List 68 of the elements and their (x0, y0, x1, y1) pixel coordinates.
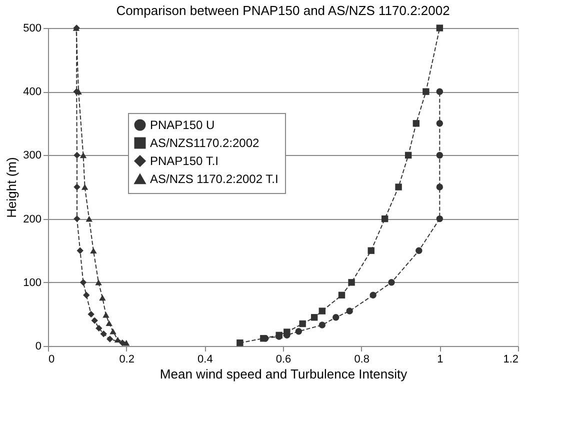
point (436, 152, 444, 159)
point (91, 317, 98, 324)
point (284, 328, 290, 336)
point (348, 279, 355, 286)
point (114, 336, 122, 343)
legend-label: PNAP150 T.I (150, 154, 218, 168)
point (80, 152, 87, 158)
point (81, 184, 88, 190)
point (96, 324, 102, 332)
point (381, 215, 388, 222)
point (106, 320, 112, 326)
point (436, 120, 444, 127)
x-tick-label: 0.6 (276, 354, 292, 366)
point (100, 330, 107, 338)
point (122, 340, 130, 346)
x-tick-label: 0 (48, 354, 55, 366)
point (318, 322, 326, 328)
point (412, 120, 420, 127)
x-tick-label: 0.2 (119, 354, 134, 366)
point (80, 279, 87, 286)
point (90, 248, 97, 254)
point (88, 310, 94, 318)
legend-label: AS/NZS 1170.2:2002 T.I (150, 172, 278, 186)
point (86, 216, 92, 222)
point (422, 88, 430, 95)
point (106, 336, 114, 342)
y-tick-label: 400 (23, 86, 42, 98)
point (299, 320, 306, 328)
point (99, 294, 106, 301)
x-tick-label: 0.4 (198, 354, 213, 366)
point (436, 215, 444, 222)
x-tick-label: 1.2 (503, 354, 518, 366)
point (83, 292, 90, 298)
y-axis-title: Height (m) (4, 157, 20, 218)
y-tick-label: 300 (23, 150, 42, 162)
point (436, 88, 444, 95)
y-tick-label: 500 (23, 22, 42, 34)
chart-title: Comparison between PNAP150 and AS/NZS 1170.2:2002 (116, 3, 450, 18)
x-tick-label: 1 (437, 354, 444, 366)
point (416, 247, 422, 254)
point (332, 314, 340, 321)
point (370, 292, 376, 298)
y-tick-label: 0 (35, 340, 42, 352)
point (110, 328, 116, 334)
legend-label: AS/NZS1170.2:2002 (150, 136, 260, 150)
y-tick-label: 200 (23, 213, 42, 226)
point (338, 292, 346, 298)
y-tick-label: 100 (23, 276, 42, 289)
x-axis-title: Mean wind speed and Turbulence Intensity (160, 366, 408, 382)
point (318, 308, 326, 314)
point (74, 152, 80, 159)
point (436, 184, 444, 190)
point (436, 24, 444, 32)
point (76, 247, 84, 254)
point (395, 184, 402, 190)
point (95, 279, 102, 286)
point (74, 184, 80, 190)
point (368, 247, 374, 254)
point (236, 339, 244, 346)
legend-label: PNAP150 U (150, 118, 215, 132)
point (295, 328, 302, 335)
point (404, 152, 412, 159)
point (346, 308, 353, 314)
point (102, 312, 110, 318)
point (388, 279, 395, 286)
point (74, 215, 80, 222)
point (310, 314, 318, 321)
x-tick-label: 0.8 (354, 354, 370, 366)
